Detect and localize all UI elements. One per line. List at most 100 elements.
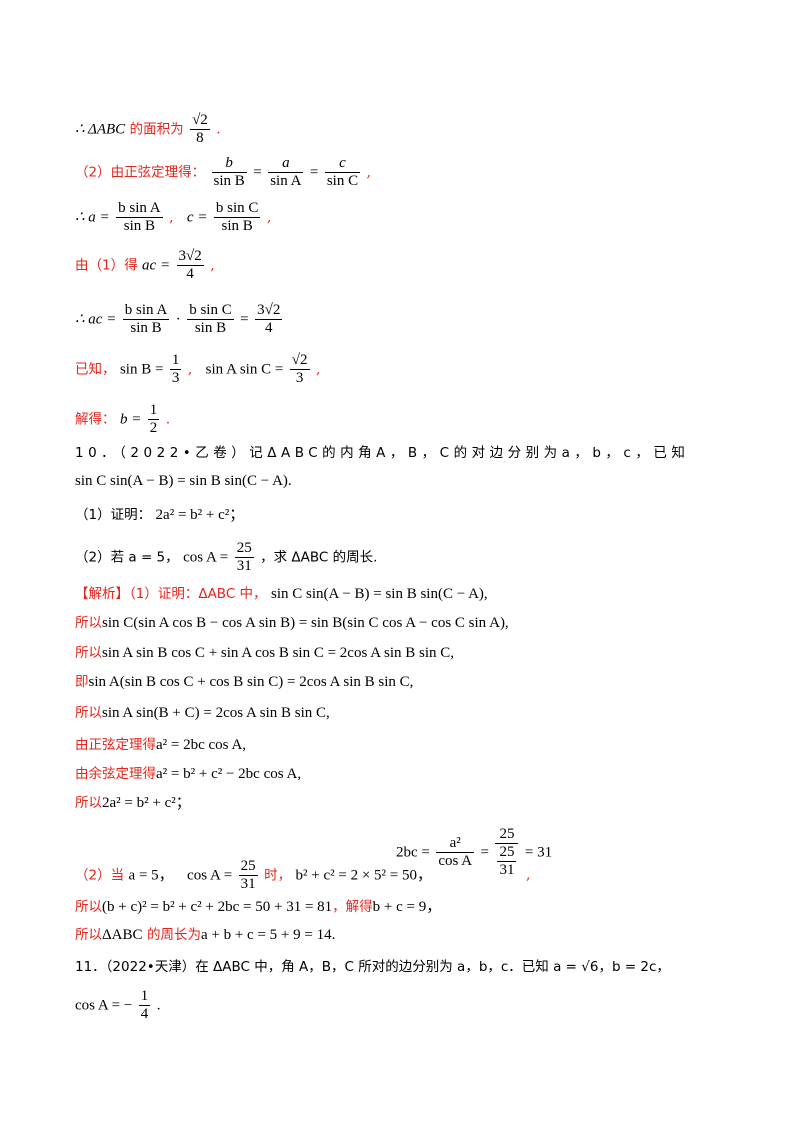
fc-n: c [324,155,361,173]
q10-line1: 10．（2022•乙卷）记ΔABC的内角A，B，C的对边分别为a，b，c，已知 [75,445,690,461]
sol-s9-when: 时， [264,867,292,884]
sol-line11: 所以ΔABC 的周长为a + b + c = 5 + 9 = 14. [75,926,335,944]
sol-2bc-frac: a² cos A [436,835,475,870]
sinasinc-pre: sin A sin C = [205,361,284,378]
fa-n: a [268,155,304,173]
sol-2bc-eq: = [480,844,489,861]
b-d: 2 [149,420,158,436]
analysis-tag: 【解析】 [75,586,129,602]
c-den: sin B [221,218,253,234]
sol-s9-n: 25 [238,858,258,876]
known-label: 已知， [75,361,116,378]
ac-value-line: 由（1）得 ac = 3√2 4 , [75,248,215,283]
ac-den: 4 [186,266,194,282]
sol-2bc-d: cos A [438,853,473,869]
sol-s9-cos: cos A = [187,867,233,884]
sol-s9-a: a = 5， [128,867,174,884]
sol-2bc-frac2: 25 25 31 [495,826,519,879]
sol-s3-label: 所以 [75,645,102,661]
sol-s5-math: sin A sin(B + C) = 2cos A sin B sin C, [102,705,330,721]
sol-s3-math: sin A sin B cos C + sin A cos B sin C = … [102,645,454,661]
sinasinc-frac: √2 3 [289,352,310,387]
area-fraction: √2 8 [190,112,210,147]
acp-eq: = [240,311,249,328]
sol-s11-label: 所以 [75,927,102,943]
sol-s9-label: （2）当 [75,867,125,884]
therefore-triangle: ∴ ΔABC [75,121,126,138]
sol-s5-label: 所以 [75,705,102,721]
b-end: . [165,411,171,428]
b-pre: b = [119,411,142,428]
q11-line1: 11．（2022•天津）在 ΔABC 中，角 A，B，C 所对的边分别为 a，b… [75,959,670,975]
sol-s11-math2: a + b + c = 5 + 9 = 14. [200,927,336,943]
sol-2bc-pre: 2bc = [396,844,430,861]
c-num: b sin C [213,200,261,218]
sol-line3: 所以sin A sin B cos C + sin A cos B sin C … [75,644,454,662]
q10-p2-pre: （2）若 a = 5， [75,549,179,566]
q10-p2-n: 25 [234,540,254,558]
sol-line5: 所以sin A sin(B + C) = 2cos A sin B sin C, [75,704,330,722]
sinb-n: 1 [169,352,182,370]
sol-s11-math: ΔABC [102,927,143,943]
q10-p1-math: 2a² = b² + c²； [155,507,245,523]
sine-law-line: （2）由正弦定理得： b sin B = a sin A = c sin C , [75,155,371,190]
sol-s9-d: 31 [240,876,256,892]
q10-p2-frac: 25 31 [234,540,254,575]
sol-2bc-result: = 31 [524,844,553,861]
ac-pre: ac = [142,257,171,274]
sol-s8-math: 2a² = b² + c²； [102,795,191,811]
frac-a: a sin A [268,155,304,190]
ac-frac: 3√2 4 [176,248,204,283]
sol-s6-label: 由正弦定理得 [75,737,156,753]
q10-part1: （1）证明： 2a² = b² + c²； [75,506,244,524]
sol-s6-math: a² = 2bc cos A, [156,737,247,753]
sol-line9-end: , [526,867,531,883]
sol-line2: 所以sin C(sin A cos B − cos A sin B) = sin… [75,614,509,632]
sol-2bc-inner: 25 31 [495,844,518,879]
acp-pre: ∴ ac = [75,311,117,328]
frac-b: b sin B [211,155,247,190]
q11-end: . [156,997,161,1014]
q10-p1-label: （1）证明： [75,507,152,523]
sol-line7: 由余弦定理得a² = b² + c² − 2bc cos A, [75,765,301,783]
from-1-label: 由（1）得 [75,257,138,274]
sol-line6: 由正弦定理得a² = 2bc cos A, [75,736,246,754]
sol-line4: 即sin A(sin B cos C + cos B sin C) = 2cos… [75,673,413,691]
sol-s8-label: 所以 [75,795,102,811]
sol-s4-math: sin A(sin B cos C + cos B sin C) = 2cos … [88,674,414,690]
area-text: 的面积为 [129,121,184,138]
q11-d: 4 [140,1006,149,1022]
q11-n: 1 [138,988,151,1006]
sol-s1-math: sin C sin(A − B) = sin B sin(C − A), [271,586,488,602]
frac-c: c sin C [324,155,361,190]
ac-num: 3√2 [176,248,204,266]
sol-s7-label: 由余弦定理得 [75,766,156,782]
fa-d: sin A [270,173,302,189]
acp-dot: · [175,311,181,328]
sol-s9-frac: 25 31 [238,858,258,893]
area-den: 8 [196,130,204,146]
sol-s1-label: （1）证明：ΔABC 中， [129,586,267,602]
sol-line9-right: 2bc = a² cos A = 25 25 31 = 31 [396,826,552,879]
known-sep: , [187,361,193,378]
sol-s2-math: sin C(sin A cos B − cos A sin B) = sin B… [102,615,509,631]
sinasinc-d: 3 [295,370,304,386]
sol-s7-math: a² = b² + c² − 2bc cos A, [156,766,302,782]
fb-n: b [211,155,247,173]
fc-d: sin C [326,173,359,189]
q10-p2-cos: cos A = [183,549,229,566]
q10-p2-d: 31 [236,558,252,574]
sol-2bc-n: a² [436,835,475,853]
sine-law-label: （2）由正弦定理得： [75,164,206,181]
known-end: , [315,361,321,378]
sol-s2-label: 所以 [75,615,102,631]
